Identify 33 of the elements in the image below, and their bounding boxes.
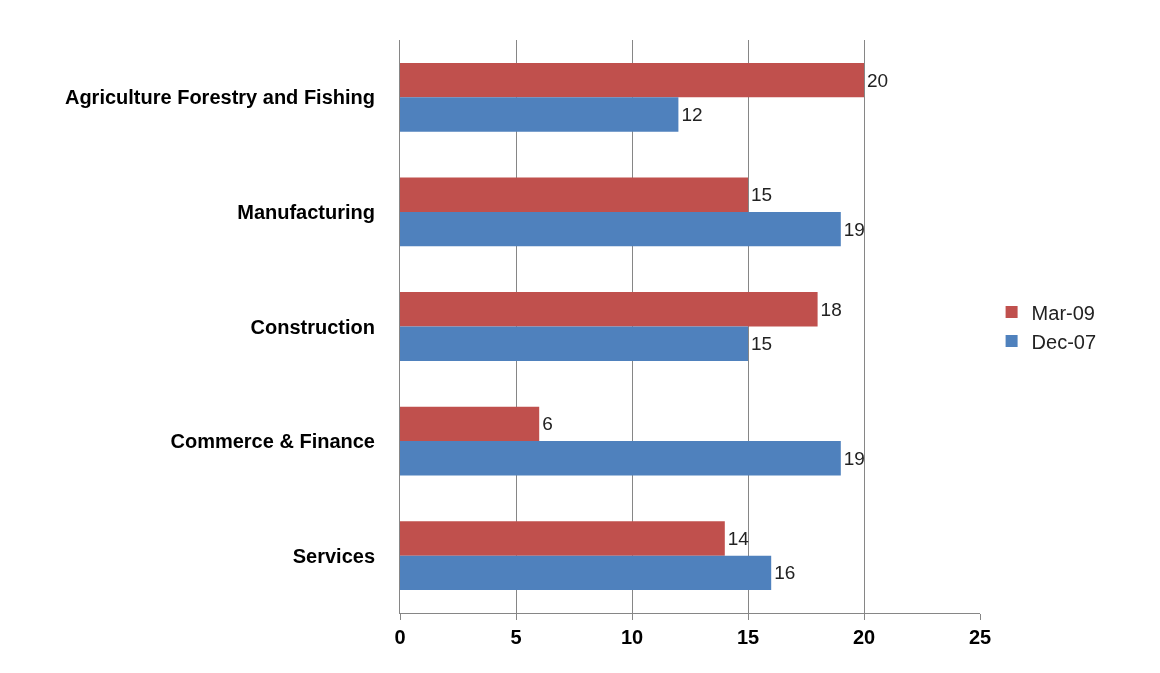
y-tick-label: Services	[292, 544, 375, 567]
x-tick-label: 20	[852, 626, 876, 648]
x-tick-label: 5	[510, 626, 522, 648]
x-tick-label: 10	[620, 626, 644, 648]
x-tick-label: 15	[736, 626, 760, 648]
bar	[400, 326, 748, 361]
y-tick-label: Construction	[250, 315, 375, 338]
y-tick-label: Agriculture Forestry and Fishing	[64, 86, 375, 109]
bar	[400, 406, 540, 442]
data-label: 18	[820, 298, 842, 320]
bar	[400, 211, 841, 247]
bar	[400, 555, 772, 591]
data-label: 16	[774, 562, 796, 584]
x-tick-label: 25	[968, 626, 992, 648]
bar	[400, 292, 818, 327]
bar	[400, 441, 841, 476]
y-tick-label: Manufacturing	[237, 200, 375, 223]
bar	[400, 97, 679, 132]
data-label: 12	[681, 103, 703, 125]
data-label: 15	[751, 333, 773, 355]
bar	[400, 521, 725, 556]
legend-label: Dec-07	[1031, 330, 1097, 353]
x-tick-label: 0	[394, 626, 406, 648]
data-label: 19	[843, 218, 865, 240]
legend-label: Mar-09	[1031, 301, 1095, 324]
data-label: 20	[867, 69, 889, 91]
bar	[400, 177, 748, 212]
bar	[400, 62, 864, 98]
data-label: 14	[727, 528, 750, 550]
data-label: 19	[843, 447, 865, 469]
data-label: 15	[751, 184, 773, 206]
data-label: 6	[542, 413, 553, 435]
y-tick-label: Commerce & Finance	[170, 430, 375, 453]
